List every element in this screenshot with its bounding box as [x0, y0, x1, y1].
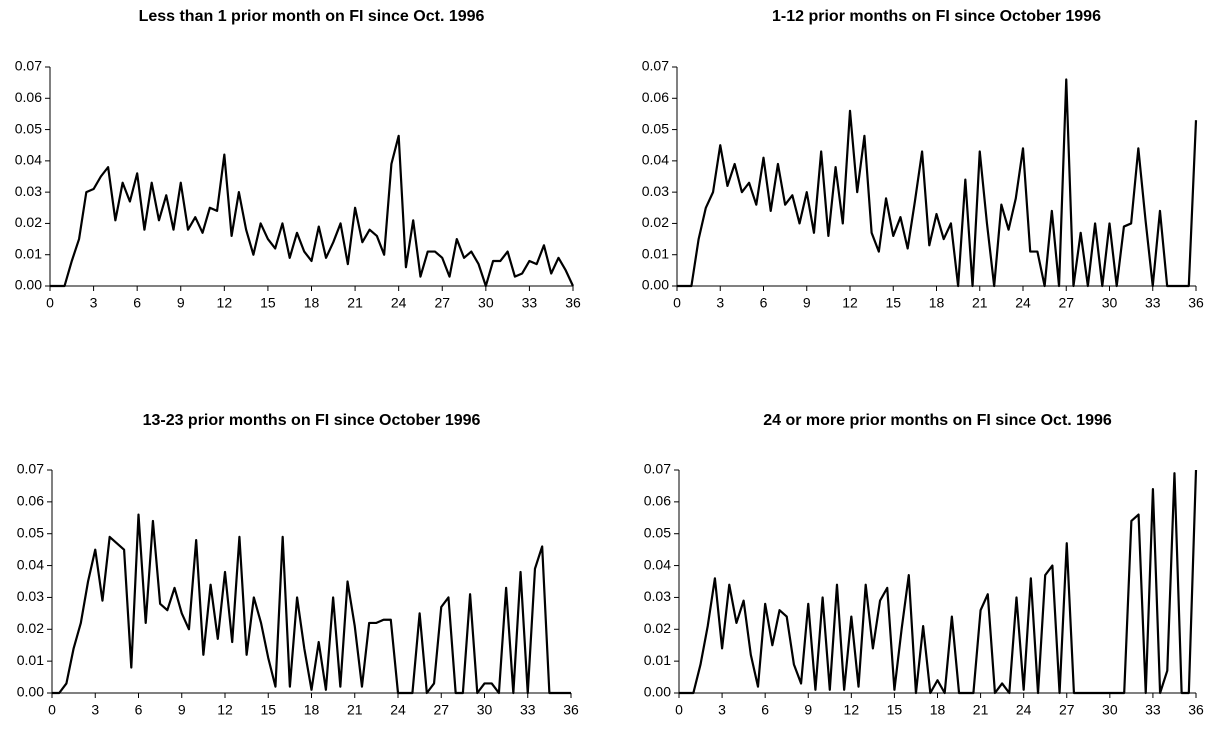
y-tick-label: 0.03	[642, 183, 669, 199]
x-tick-label: 6	[760, 295, 768, 311]
chart-title: Less than 1 prior month on FI since Oct.…	[139, 8, 485, 25]
y-tick-label: 0.00	[15, 277, 42, 293]
y-tick-label: 0.04	[17, 556, 44, 572]
chart-title: 13-23 prior months on FI since October 1…	[143, 412, 481, 429]
y-tick-label: 0.00	[644, 684, 671, 700]
x-tick-label: 21	[973, 702, 989, 718]
x-tick-label: 9	[178, 702, 186, 718]
x-tick-label: 6	[135, 702, 143, 718]
data-line	[50, 134, 574, 288]
x-tick-label: 12	[217, 295, 233, 311]
x-tick-label: 0	[48, 702, 56, 718]
x-tick-label: 12	[217, 702, 233, 718]
y-tick-label: 0.04	[644, 556, 671, 572]
x-tick-label: 9	[803, 295, 811, 311]
x-tick-label: 6	[133, 295, 141, 311]
x-tick-label: 30	[1102, 295, 1118, 311]
x-tick-label: 9	[177, 295, 185, 311]
x-tick-label: 33	[1145, 702, 1161, 718]
x-tick-label: 21	[972, 295, 988, 311]
x-tick-label: 18	[304, 702, 320, 718]
x-tick-label: 9	[804, 702, 812, 718]
x-tick-label: 30	[478, 295, 494, 311]
y-tick-label: 0.03	[644, 588, 671, 604]
y-tick-label: 0.06	[15, 89, 42, 105]
y-tick-label: 0.03	[17, 588, 44, 604]
x-tick-label: 36	[563, 702, 579, 718]
x-tick-label: 0	[673, 295, 681, 311]
x-tick-label: 15	[260, 295, 276, 311]
x-tick-label: 3	[718, 702, 726, 718]
x-tick-label: 21	[347, 295, 363, 311]
x-tick-label: 30	[477, 702, 493, 718]
x-tick-label: 27	[434, 295, 450, 311]
y-tick-label: 0.03	[15, 183, 42, 199]
y-tick-label: 0.07	[15, 58, 42, 74]
x-tick-label: 15	[887, 702, 903, 718]
y-tick-label: 0.06	[642, 89, 669, 105]
y-tick-label: 0.06	[17, 493, 44, 509]
x-tick-label: 30	[1102, 702, 1118, 718]
x-tick-label: 0	[46, 295, 54, 311]
y-tick-label: 0.00	[642, 277, 669, 293]
x-tick-label: 24	[390, 702, 406, 718]
x-tick-label: 27	[1059, 702, 1075, 718]
y-tick-label: 0.07	[644, 461, 671, 477]
y-tick-label: 0.01	[644, 652, 671, 668]
x-tick-label: 12	[844, 702, 860, 718]
y-tick-label: 0.04	[642, 152, 669, 168]
y-tick-label: 0.05	[642, 120, 669, 136]
x-tick-label: 33	[1145, 295, 1161, 311]
chart-title: 24 or more prior months on FI since Oct.…	[763, 412, 1112, 429]
data-line	[52, 513, 571, 695]
y-tick-label: 0.07	[642, 58, 669, 74]
y-tick-label: 0.02	[17, 620, 44, 636]
x-tick-label: 27	[1058, 295, 1074, 311]
x-tick-label: 18	[304, 295, 320, 311]
y-tick-label: 0.05	[15, 120, 42, 136]
x-tick-label: 18	[929, 295, 945, 311]
x-tick-label: 18	[930, 702, 946, 718]
x-tick-label: 3	[716, 295, 724, 311]
x-tick-label: 36	[1188, 702, 1204, 718]
x-tick-label: 6	[761, 702, 769, 718]
x-tick-label: 21	[347, 702, 363, 718]
y-tick-label: 0.01	[17, 652, 44, 668]
x-tick-label: 3	[90, 295, 98, 311]
x-tick-label: 36	[565, 295, 581, 311]
y-tick-label: 0.00	[17, 684, 44, 700]
x-tick-label: 15	[885, 295, 901, 311]
x-tick-label: 33	[522, 295, 538, 311]
x-tick-label: 24	[1015, 295, 1031, 311]
x-tick-label: 33	[520, 702, 536, 718]
y-tick-label: 0.02	[644, 620, 671, 636]
x-tick-label: 3	[91, 702, 99, 718]
y-tick-label: 0.02	[15, 214, 42, 230]
x-tick-label: 12	[842, 295, 858, 311]
x-tick-label: 24	[1016, 702, 1032, 718]
x-tick-label: 0	[675, 702, 683, 718]
x-tick-label: 27	[433, 702, 449, 718]
y-tick-label: 0.05	[644, 524, 671, 540]
y-tick-label: 0.01	[15, 245, 42, 261]
y-tick-label: 0.05	[17, 524, 44, 540]
x-tick-label: 15	[260, 702, 276, 718]
chart-title: 1-12 prior months on FI since October 19…	[772, 8, 1101, 25]
y-tick-label: 0.02	[642, 214, 669, 230]
y-tick-label: 0.04	[15, 152, 42, 168]
x-tick-label: 36	[1188, 295, 1204, 311]
x-tick-label: 24	[391, 295, 407, 311]
data-line	[677, 78, 1198, 288]
data-line	[679, 469, 1198, 695]
y-tick-label: 0.01	[642, 245, 669, 261]
y-tick-label: 0.07	[17, 461, 44, 477]
y-tick-label: 0.06	[644, 493, 671, 509]
